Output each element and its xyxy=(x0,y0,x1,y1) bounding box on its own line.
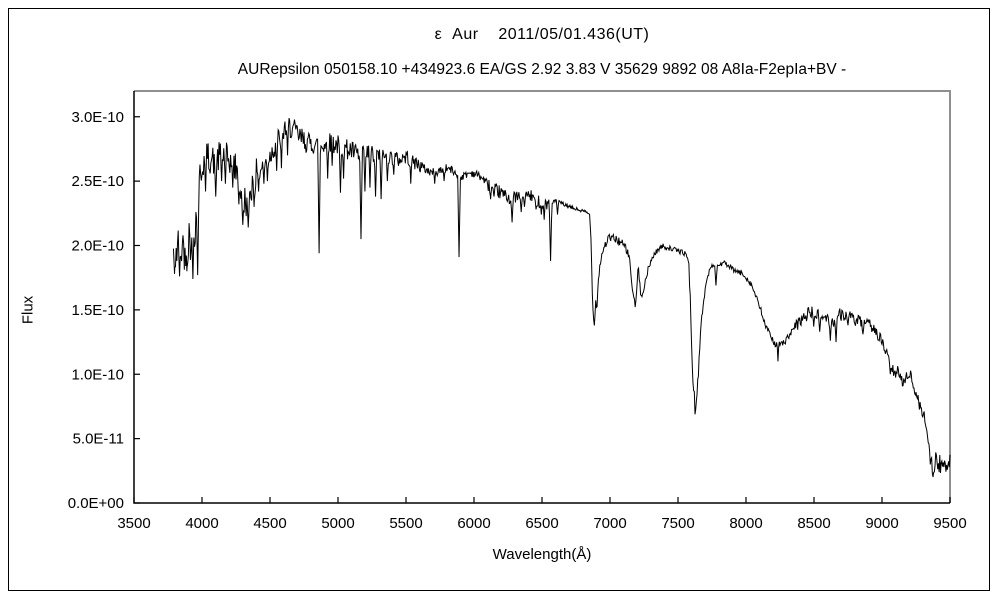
y-tick-label: 2.5E-10 xyxy=(71,173,124,190)
chart-title: ε Aur 2011/05/01.436(UT) xyxy=(434,26,650,43)
figure-border xyxy=(8,8,990,591)
y-tick-label: 3.0E-10 xyxy=(71,109,124,126)
x-tick-label: 6000 xyxy=(457,515,490,532)
x-tick-label: 5500 xyxy=(389,515,422,532)
x-tick-label: 8500 xyxy=(797,515,830,532)
spectrum-curve xyxy=(172,118,951,478)
x-tick-label: 4500 xyxy=(253,515,286,532)
y-tick-label: 1.5E-10 xyxy=(71,302,124,319)
x-tick-label: 7000 xyxy=(593,515,626,532)
x-tick-label: 7500 xyxy=(661,515,694,532)
x-tick-label: 3500 xyxy=(117,515,150,532)
x-tick-label: 9500 xyxy=(933,515,966,532)
x-tick-label: 9000 xyxy=(865,515,898,532)
chart-subtitle: AURepsilon 050158.10 +434923.6 EA/GS 2.9… xyxy=(237,61,847,78)
y-tick-label: 1.0E-10 xyxy=(71,366,124,383)
x-tick-label: 4000 xyxy=(185,515,218,532)
y-tick-label: 2.0E-10 xyxy=(71,238,124,255)
x-tick-label: 8000 xyxy=(729,515,762,532)
y-tick-label: 0.0E+00 xyxy=(68,495,124,512)
x-tick-label: 5000 xyxy=(321,515,354,532)
y-tick-label: 5.0E-11 xyxy=(73,431,124,448)
x-axis-label: Wavelength(Å) xyxy=(492,546,592,563)
x-tick-label: 6500 xyxy=(525,515,558,532)
